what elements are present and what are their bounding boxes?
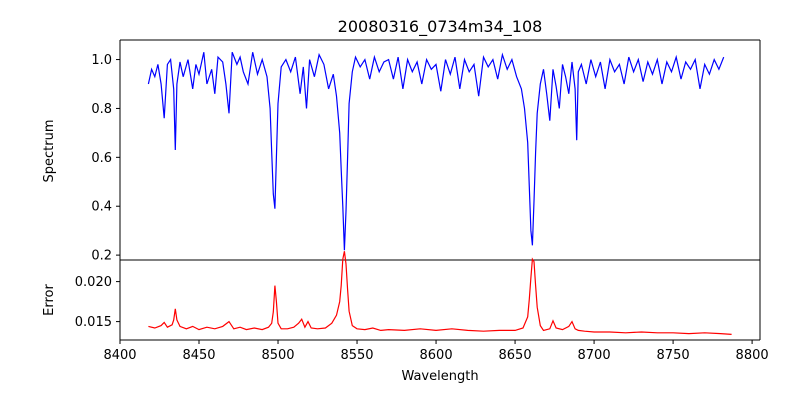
error-series-line [148,251,732,335]
spectrum-y-axis-label: Spectrum [42,120,57,183]
wavelength-y-tick-label: 0.015 [75,315,112,330]
spectrum-y-tick-label: 0.2 [91,249,112,264]
wavelength-x-axis-label: Wavelength [401,369,478,384]
wavelength-x-tick-label: 8500 [261,348,294,363]
wavelength-x-tick-label: 8800 [736,348,769,363]
wavelength-x-tick-label: 8450 [182,348,215,363]
spectrum-y-tick-label: 0.4 [91,200,112,215]
spectrum-series-line [147,51,725,251]
spectrum-y-tick-label: 0.8 [91,102,112,117]
chart-title: 20080316_0734m34_108 [338,17,543,37]
wavelength-x-tick-label: 8650 [499,348,532,363]
error-y-axis-label: Error [42,284,57,316]
wavelength-x-tick-label: 8750 [657,348,690,363]
wavelength-x-tick-label: 8600 [420,348,453,363]
wavelength-x-tick-label: 8700 [578,348,611,363]
wavelength-x-tick-label: 8550 [340,348,373,363]
error-y-ticks: 0.015 0.020 [75,275,120,330]
wavelength-x-tick-label: 8400 [103,348,136,363]
wavelength-x-ticks: 8400 8450 8500 8550 8600 8650 8700 8750 8800 [103,340,769,363]
spectrum-y-tick-label: 0.6 [91,151,112,166]
spectrum-panel: 0.2 0.4 0.6 0.8 1.0 Spectrum [42,39,761,264]
wavelength-y-tick-label: 0.020 [75,275,112,290]
spectrum-y-ticks: 0.2 0.4 0.6 0.8 1.0 [91,53,120,264]
spectrum-y-tick-label: 1.0 [91,53,112,68]
